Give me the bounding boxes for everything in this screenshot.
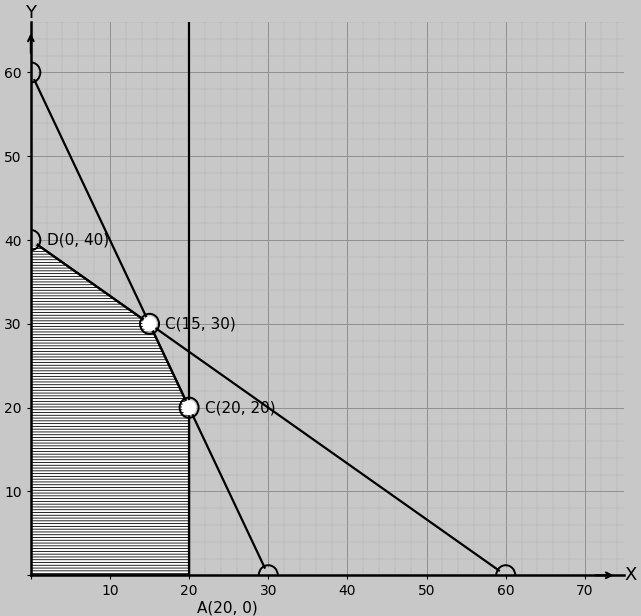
Text: C(15, 30): C(15, 30) [165,317,236,331]
Text: D(0, 40): D(0, 40) [47,233,109,248]
Circle shape [24,232,38,248]
Text: A(20, 0): A(20, 0) [197,601,258,615]
Circle shape [142,317,156,331]
Circle shape [261,568,276,583]
Text: X: X [624,566,637,584]
Text: Y: Y [25,4,37,22]
Circle shape [24,65,38,80]
Circle shape [499,568,513,583]
Circle shape [182,400,196,415]
Polygon shape [31,240,189,575]
Text: C(20, 20): C(20, 20) [205,400,276,415]
